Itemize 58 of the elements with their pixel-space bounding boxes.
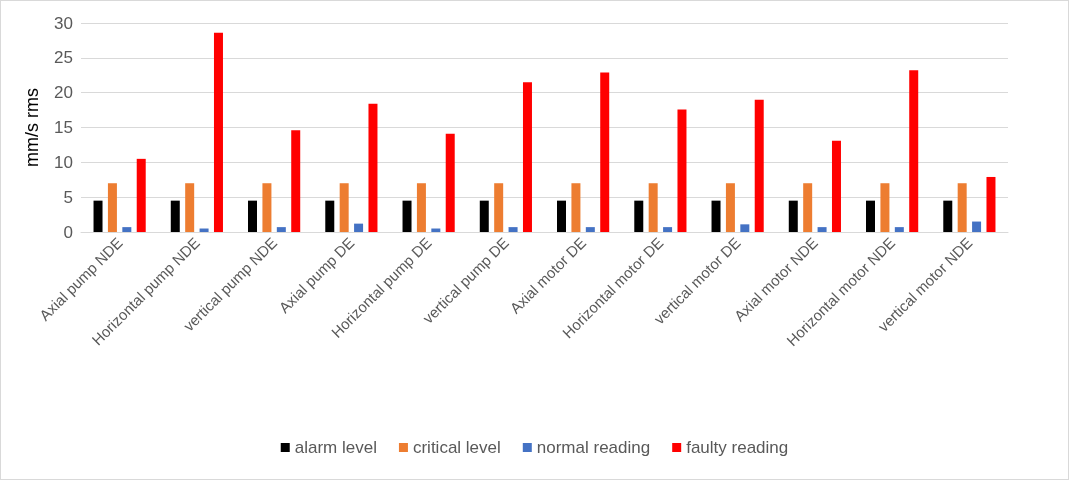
bar — [354, 223, 364, 232]
bar — [972, 221, 982, 232]
bar — [557, 200, 567, 232]
legend-label: faulty reading — [686, 438, 789, 457]
bar — [986, 176, 996, 232]
bar — [276, 227, 286, 232]
bar — [725, 183, 735, 232]
bar — [494, 183, 504, 232]
bar — [185, 183, 195, 232]
bar — [831, 140, 841, 232]
y-tick-label: 10 — [54, 152, 73, 172]
bar — [522, 82, 532, 232]
legend-label: normal reading — [536, 438, 651, 457]
bar — [677, 109, 687, 232]
legend-label: critical level — [412, 438, 501, 457]
bar — [803, 183, 813, 232]
bar — [402, 200, 412, 232]
bar — [663, 227, 673, 232]
bar — [445, 133, 455, 232]
bar — [416, 183, 426, 232]
y-tick-label: 20 — [54, 83, 73, 103]
bar — [213, 32, 223, 232]
legend-label: alarm level — [294, 438, 377, 457]
bar — [325, 200, 335, 232]
bar — [479, 200, 489, 232]
bar — [894, 227, 904, 232]
bar — [788, 200, 798, 232]
bar — [571, 183, 581, 232]
bar — [248, 200, 258, 232]
bar — [262, 183, 272, 232]
bar — [508, 227, 518, 232]
bar — [291, 130, 301, 232]
bar — [585, 227, 595, 232]
bar — [368, 103, 378, 232]
bar — [909, 70, 919, 232]
y-tick-label: 25 — [54, 48, 73, 68]
bar — [740, 224, 750, 232]
bar — [648, 183, 658, 232]
bar — [600, 72, 610, 232]
bar — [754, 99, 764, 232]
bar — [634, 200, 644, 232]
y-axis-title: mm/s rms — [22, 88, 42, 167]
bar — [339, 183, 349, 232]
y-tick-label: 15 — [54, 118, 73, 137]
bar — [107, 183, 117, 232]
bar — [711, 200, 721, 232]
bar — [957, 183, 967, 232]
y-tick-label: 5 — [63, 187, 73, 207]
bar — [122, 227, 132, 232]
bar — [817, 227, 827, 232]
bar — [943, 200, 953, 232]
bar — [93, 200, 103, 232]
bar — [170, 200, 180, 232]
bar — [880, 183, 890, 232]
y-tick-label: 30 — [54, 13, 73, 33]
y-tick-label: 0 — [63, 222, 73, 242]
bar — [136, 158, 146, 232]
bar — [866, 200, 876, 232]
